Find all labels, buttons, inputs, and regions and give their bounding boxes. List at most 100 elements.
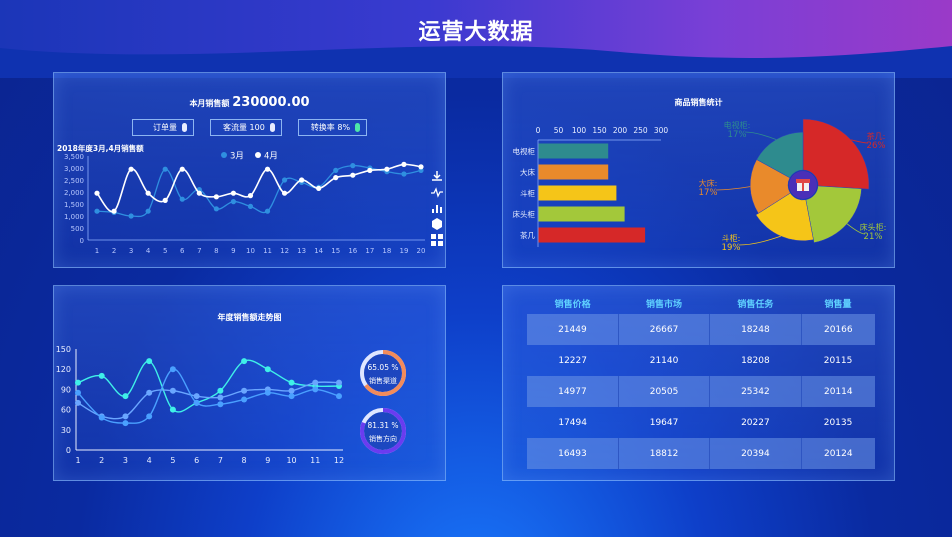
stat-conversion-label: 转换率 8% — [310, 123, 351, 132]
stat-traffic[interactable]: 客流量 100 — [210, 119, 282, 136]
data-point — [193, 393, 200, 400]
sales-table-panel: 销售价格 销售市场 销售任务 销售量 21449 26667 18248 201… — [502, 285, 895, 481]
table-cell: 18208 — [741, 355, 770, 366]
data-point — [122, 393, 129, 400]
legend-marker — [221, 152, 227, 158]
x-tick-label: 0 — [536, 126, 541, 135]
y-tick-label: 500 — [71, 225, 84, 233]
table-cell: 20166 — [800, 314, 875, 345]
x-tick-label: 300 — [654, 126, 669, 135]
data-point — [288, 379, 295, 386]
x-tick-label: 11 — [310, 456, 320, 465]
ring-sales-direction-label: 销售方向 — [369, 435, 397, 443]
y-tick-label: 0 — [66, 446, 71, 455]
stats-row: 订单量 客流量 100 转换率 8% — [132, 119, 368, 136]
y-tick-label: 2,500 — [64, 177, 84, 185]
pie-leader-line — [715, 186, 751, 191]
pie-percent: 17% — [699, 188, 718, 198]
data-point — [401, 171, 407, 177]
data-point — [312, 386, 319, 393]
table-cell: 18812 — [617, 438, 710, 469]
gift-ribbon — [802, 179, 804, 191]
table-cell: 12227 — [558, 355, 587, 366]
table-row[interactable]: 17494 19647 20227 20135 — [527, 407, 875, 438]
y-tick-label: 90 — [61, 385, 71, 394]
data-point — [247, 203, 254, 209]
x-tick-label: 6 — [180, 247, 185, 255]
pie-percent: 17% — [728, 130, 747, 140]
x-tick-label: 10 — [246, 247, 255, 255]
x-tick-label: 18 — [382, 247, 391, 255]
data-point — [316, 185, 322, 191]
table-cell: 20135 — [823, 417, 853, 428]
stat-orders[interactable]: 订单量 — [132, 119, 194, 136]
monthly-sales-heading: 本月销售额 230000.00 — [54, 95, 445, 110]
y-tick-label: 3,000 — [64, 165, 84, 173]
x-tick-label: 100 — [572, 126, 587, 135]
table-row[interactable]: 12227 21140 18208 20115 — [527, 345, 875, 376]
table-row[interactable]: 21449 26667 18248 20166 — [527, 314, 875, 345]
data-point — [169, 387, 176, 394]
pie-slice — [802, 118, 870, 190]
pie-percent: 21% — [864, 232, 883, 242]
annual-trend-panel: 年度销售额走势图 0 30 60 90 120 150 1 2 3 4 5 6 7 8 9 10 11 12 65… — [53, 285, 446, 481]
grid-icon[interactable] — [431, 234, 443, 246]
data-point — [299, 177, 305, 183]
data-point — [230, 199, 237, 205]
line-chart-icon[interactable] — [431, 186, 443, 198]
x-tick-label: 150 — [592, 126, 607, 135]
header-price: 销售价格 — [554, 299, 591, 310]
annual-trend-title: 年度销售额走势图 — [217, 313, 282, 322]
ring-sales-direction-value: 81.31 % — [367, 421, 399, 430]
x-tick-label: 5 — [163, 247, 167, 255]
x-tick-label: 10 — [286, 456, 296, 465]
table-cell: 25342 — [709, 376, 802, 407]
data-point — [213, 194, 219, 200]
data-point — [169, 406, 176, 413]
data-point — [145, 208, 151, 214]
download-icon[interactable] — [431, 170, 443, 182]
table-cell: 21140 — [649, 355, 679, 366]
y-tick-label: 3,500 — [64, 153, 84, 161]
bar — [538, 185, 617, 201]
pie-leader-line — [738, 235, 781, 246]
y-tick-label: 60 — [61, 406, 71, 415]
ring-sales-channel: 65.05 % 销售渠道 — [358, 348, 408, 398]
data-point — [145, 190, 151, 196]
table-cell: 20227 — [741, 417, 770, 428]
pie-slice — [755, 192, 814, 241]
stat-conversion[interactable]: 转换率 8% — [297, 119, 368, 136]
data-point — [336, 379, 342, 386]
pie-label: 斗柜: — [722, 233, 741, 243]
bar — [538, 164, 609, 180]
table-cell: 14977 — [527, 376, 619, 407]
pie-leader-line — [846, 223, 866, 235]
data-point — [179, 196, 185, 202]
y-tick-label: 120 — [56, 365, 71, 374]
series-line — [77, 368, 340, 424]
ring-progress — [360, 350, 406, 396]
table-row[interactable]: 14977 20505 25342 20114 — [527, 376, 875, 407]
data-point — [75, 379, 81, 386]
bar-chart-icon[interactable] — [431, 202, 443, 214]
monthly-sales-value: 230000.00 — [232, 95, 310, 110]
ring-sales-channel-label: 销售渠道 — [369, 377, 397, 385]
hexagon-icon[interactable] — [431, 218, 443, 230]
table-cell: 20505 — [617, 376, 710, 407]
data-point — [162, 197, 168, 203]
data-point — [264, 166, 271, 172]
header-task: 销售任务 — [737, 299, 774, 310]
x-tick-label: 4 — [147, 456, 152, 465]
data-point — [288, 393, 295, 400]
table-row[interactable]: 16493 18812 20394 20124 — [527, 438, 875, 469]
data-point — [98, 414, 105, 421]
x-tick-label: 50 — [554, 126, 564, 135]
data-point — [350, 172, 356, 178]
x-tick-label: 2 — [112, 247, 116, 255]
data-point — [122, 420, 129, 427]
legend-marker — [255, 152, 261, 158]
series-line — [96, 163, 422, 213]
x-tick-label: 6 — [194, 456, 199, 465]
